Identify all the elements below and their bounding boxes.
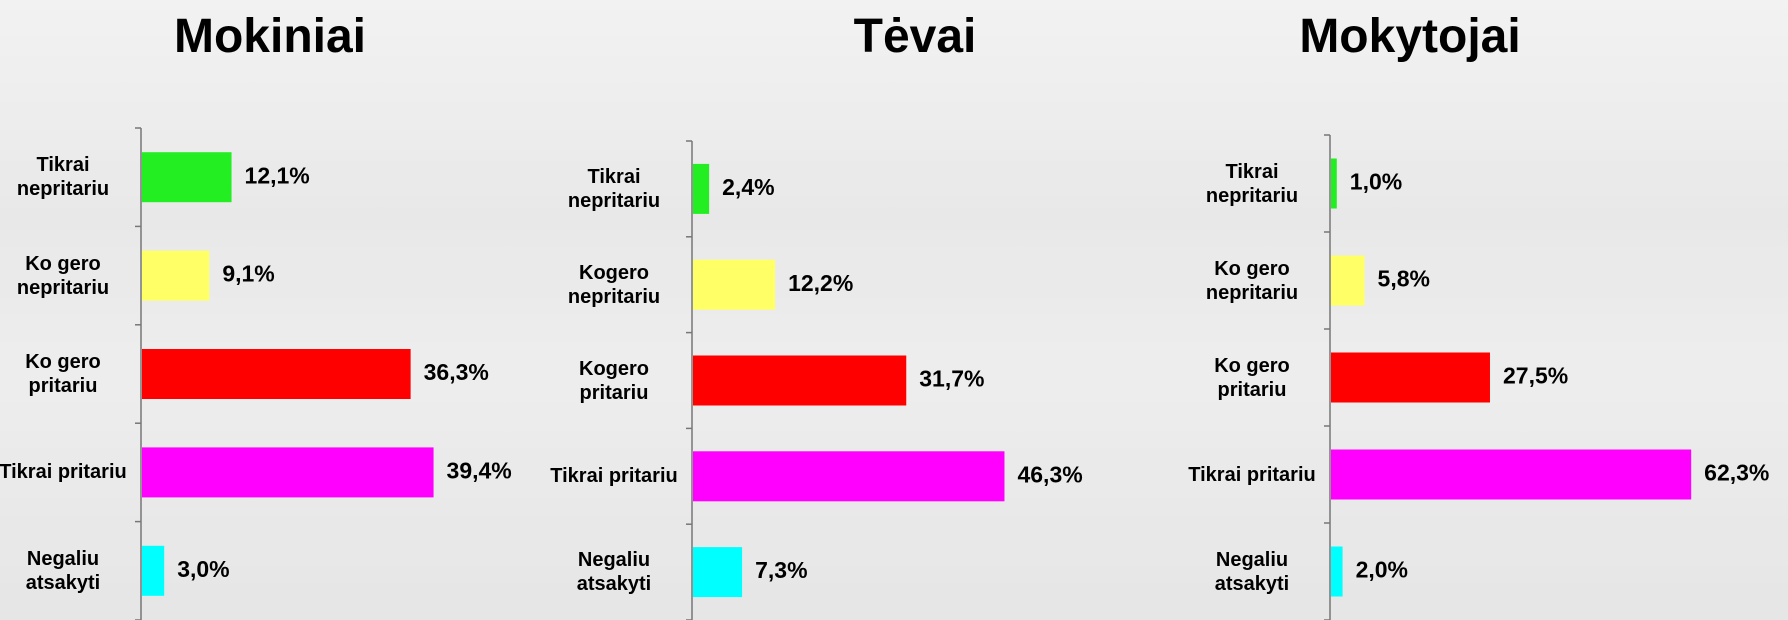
category-label: Ko gero nepritariu xyxy=(1205,257,1299,304)
category-label: Negaliu atsakyti xyxy=(1214,548,1290,595)
chart-title: Mokytojai xyxy=(1299,10,1520,63)
bar xyxy=(142,152,232,203)
category-label-box: Kogero pritariu xyxy=(579,357,649,404)
bar xyxy=(1331,546,1343,597)
category-label-box: Tikrai pritariu xyxy=(0,461,127,484)
value-label: 3,0% xyxy=(177,556,229,582)
category-label-box: Tikrai nepritariu xyxy=(567,165,661,212)
category-label: Ko gero pritariu xyxy=(25,351,101,397)
category-label-box: Ko gero pritariu xyxy=(1214,354,1290,401)
category-label-box: Negaliu atsakyti xyxy=(576,549,652,596)
bar xyxy=(1331,158,1337,209)
category-label: Tikrai pritariu xyxy=(0,461,127,484)
value-label: 2,0% xyxy=(1356,557,1408,583)
category-label-box: Tikrai nepritariu xyxy=(16,154,110,201)
bar xyxy=(693,547,743,598)
value-label: 9,1% xyxy=(222,261,274,287)
bar xyxy=(142,447,434,498)
bar xyxy=(693,259,776,310)
value-label: 31,7% xyxy=(919,366,984,392)
chart-title: Mokiniai xyxy=(174,10,366,63)
value-label: 1,0% xyxy=(1350,169,1402,195)
value-label: 5,8% xyxy=(1378,266,1430,292)
value-label: 46,3% xyxy=(1017,461,1082,487)
category-label: Negaliu atsakyti xyxy=(25,547,101,594)
value-label: 2,4% xyxy=(722,174,774,200)
category-label: Ko gero pritariu xyxy=(1214,354,1290,401)
category-label-box: Ko gero nepritariu xyxy=(16,252,110,299)
category-label: Tikrai nepritariu xyxy=(1205,160,1299,207)
bar xyxy=(142,545,165,596)
category-label-box: Ko gero nepritariu xyxy=(1205,257,1299,304)
category-label: Tikrai nepritariu xyxy=(16,154,110,201)
category-label: Ko gero nepritariu xyxy=(16,252,110,299)
value-label: 62,3% xyxy=(1704,460,1769,486)
bar xyxy=(1331,352,1490,403)
category-label: Tikrai nepritariu xyxy=(567,165,661,212)
value-label: 27,5% xyxy=(1503,363,1568,389)
chart-title: Tėvai xyxy=(854,10,977,63)
category-label-box: Kogero nepritariu xyxy=(567,261,661,308)
value-label: 12,2% xyxy=(788,270,853,296)
bar xyxy=(142,349,411,399)
category-label: Negaliu atsakyti xyxy=(576,549,652,596)
category-label-box: Tikrai pritariu xyxy=(550,465,678,488)
bar xyxy=(1331,255,1365,306)
value-label: 7,3% xyxy=(755,557,807,583)
value-label: 12,1% xyxy=(245,162,310,188)
category-label-box: Negaliu atsakyti xyxy=(25,547,101,594)
value-label: 39,4% xyxy=(447,457,512,483)
category-label-box: Negaliu atsakyti xyxy=(1214,548,1290,595)
bar xyxy=(693,163,710,214)
category-label-box: Tikrai nepritariu xyxy=(1205,160,1299,207)
category-label: Kogero pritariu xyxy=(579,357,649,404)
category-label-box: Ko gero pritariu xyxy=(25,351,101,397)
category-label: Tikrai pritariu xyxy=(550,465,678,488)
bar xyxy=(693,355,907,406)
category-label: Kogero nepritariu xyxy=(567,261,661,308)
bar xyxy=(693,451,1005,502)
category-label: Tikrai pritariu xyxy=(1188,463,1316,486)
category-label-box: Tikrai pritariu xyxy=(1188,463,1316,486)
bar xyxy=(142,250,210,301)
value-label: 36,3% xyxy=(424,359,489,385)
bar xyxy=(1331,449,1692,500)
